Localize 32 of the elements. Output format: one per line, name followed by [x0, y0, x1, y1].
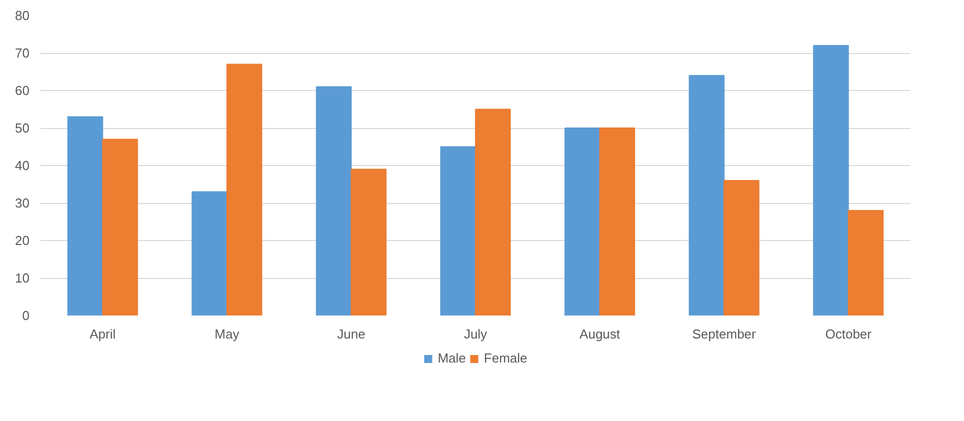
- legend-label: Female: [484, 350, 528, 366]
- legend-label: Male: [438, 350, 466, 366]
- y-tick-label: 40: [15, 158, 30, 173]
- bar: [564, 128, 600, 316]
- y-tick-label: 70: [15, 46, 30, 60]
- bar: [350, 168, 387, 316]
- x-tick-label: July: [464, 326, 488, 342]
- bar: [475, 108, 511, 316]
- y-tick-label: 10: [15, 270, 30, 286]
- y-tick-label: 60: [15, 83, 30, 98]
- bar: [848, 210, 884, 316]
- x-tick-label: June: [337, 326, 366, 342]
- bar: [688, 75, 725, 316]
- y-tick-label: 80: [15, 8, 30, 23]
- bar: [316, 86, 352, 316]
- bar: [440, 146, 476, 316]
- x-tick-label: September: [692, 326, 757, 342]
- x-tick-label: May: [214, 326, 240, 342]
- bar: [724, 180, 760, 316]
- x-tick-label: August: [580, 326, 620, 342]
- y-tick-label: 0: [22, 308, 30, 323]
- y-tick-label: 20: [15, 233, 30, 248]
- y-tick-label: 50: [15, 120, 30, 136]
- bar: [813, 45, 849, 316]
- x-tick-label: October: [825, 326, 872, 342]
- bar: [102, 138, 138, 316]
- x-tick-label: April: [90, 326, 116, 342]
- bar: [67, 116, 104, 316]
- bar: [599, 128, 636, 316]
- bar: [192, 191, 228, 316]
- y-tick-label: 30: [15, 196, 30, 210]
- bar: [226, 64, 262, 316]
